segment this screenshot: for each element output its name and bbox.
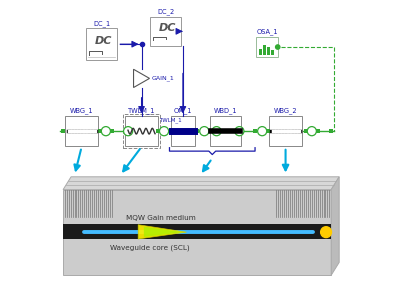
Bar (61, 129, 65, 133)
Bar (86, 29, 117, 60)
Bar (150, 17, 182, 46)
Circle shape (160, 127, 169, 136)
Bar (266, 129, 270, 133)
Text: DC_1: DC_1 (93, 20, 110, 27)
Bar (253, 129, 257, 133)
Polygon shape (63, 177, 339, 190)
Circle shape (307, 127, 316, 136)
Text: DC: DC (94, 36, 112, 46)
Text: TWLM_1: TWLM_1 (128, 108, 155, 114)
Text: WBG_2: WBG_2 (274, 108, 297, 114)
Circle shape (124, 127, 133, 136)
Bar (156, 129, 160, 133)
Text: OM_1: OM_1 (174, 108, 192, 114)
Text: WBD_1: WBD_1 (214, 108, 238, 114)
Circle shape (200, 127, 209, 136)
Bar (269, 116, 302, 146)
Polygon shape (144, 227, 184, 237)
Bar (194, 129, 198, 133)
Bar (63, 224, 331, 239)
Bar (125, 116, 158, 146)
Text: Waveguide core (SCL): Waveguide core (SCL) (110, 245, 190, 251)
Bar (263, 45, 266, 55)
Bar (110, 129, 114, 133)
Circle shape (275, 44, 280, 50)
Bar (240, 129, 244, 133)
Bar (63, 190, 331, 275)
Text: DC: DC (158, 24, 176, 33)
Bar (304, 129, 308, 133)
Circle shape (235, 127, 244, 136)
Bar (98, 129, 102, 133)
Text: GAIN_1: GAIN_1 (152, 75, 174, 81)
Bar (259, 49, 262, 55)
Bar (171, 116, 195, 146)
Bar (65, 116, 98, 146)
Bar (329, 129, 333, 133)
Polygon shape (134, 69, 150, 88)
Bar (124, 129, 128, 133)
Bar (124, 114, 160, 148)
Circle shape (212, 127, 221, 136)
Circle shape (258, 127, 267, 136)
Bar (168, 129, 172, 133)
Circle shape (101, 127, 110, 136)
Text: TWLM_1: TWLM_1 (159, 118, 182, 123)
Bar (316, 129, 320, 133)
Circle shape (321, 227, 332, 238)
Text: DC_2: DC_2 (157, 9, 174, 15)
Bar (270, 50, 274, 55)
Polygon shape (331, 177, 339, 275)
Polygon shape (138, 225, 186, 239)
Bar (256, 37, 278, 57)
Bar (218, 129, 222, 133)
Bar (210, 116, 241, 146)
Text: MQW Gain medium: MQW Gain medium (126, 215, 196, 221)
Text: WBG_1: WBG_1 (70, 108, 93, 114)
Text: OSA_1: OSA_1 (256, 29, 278, 35)
Bar (208, 129, 212, 133)
Bar (266, 47, 270, 55)
